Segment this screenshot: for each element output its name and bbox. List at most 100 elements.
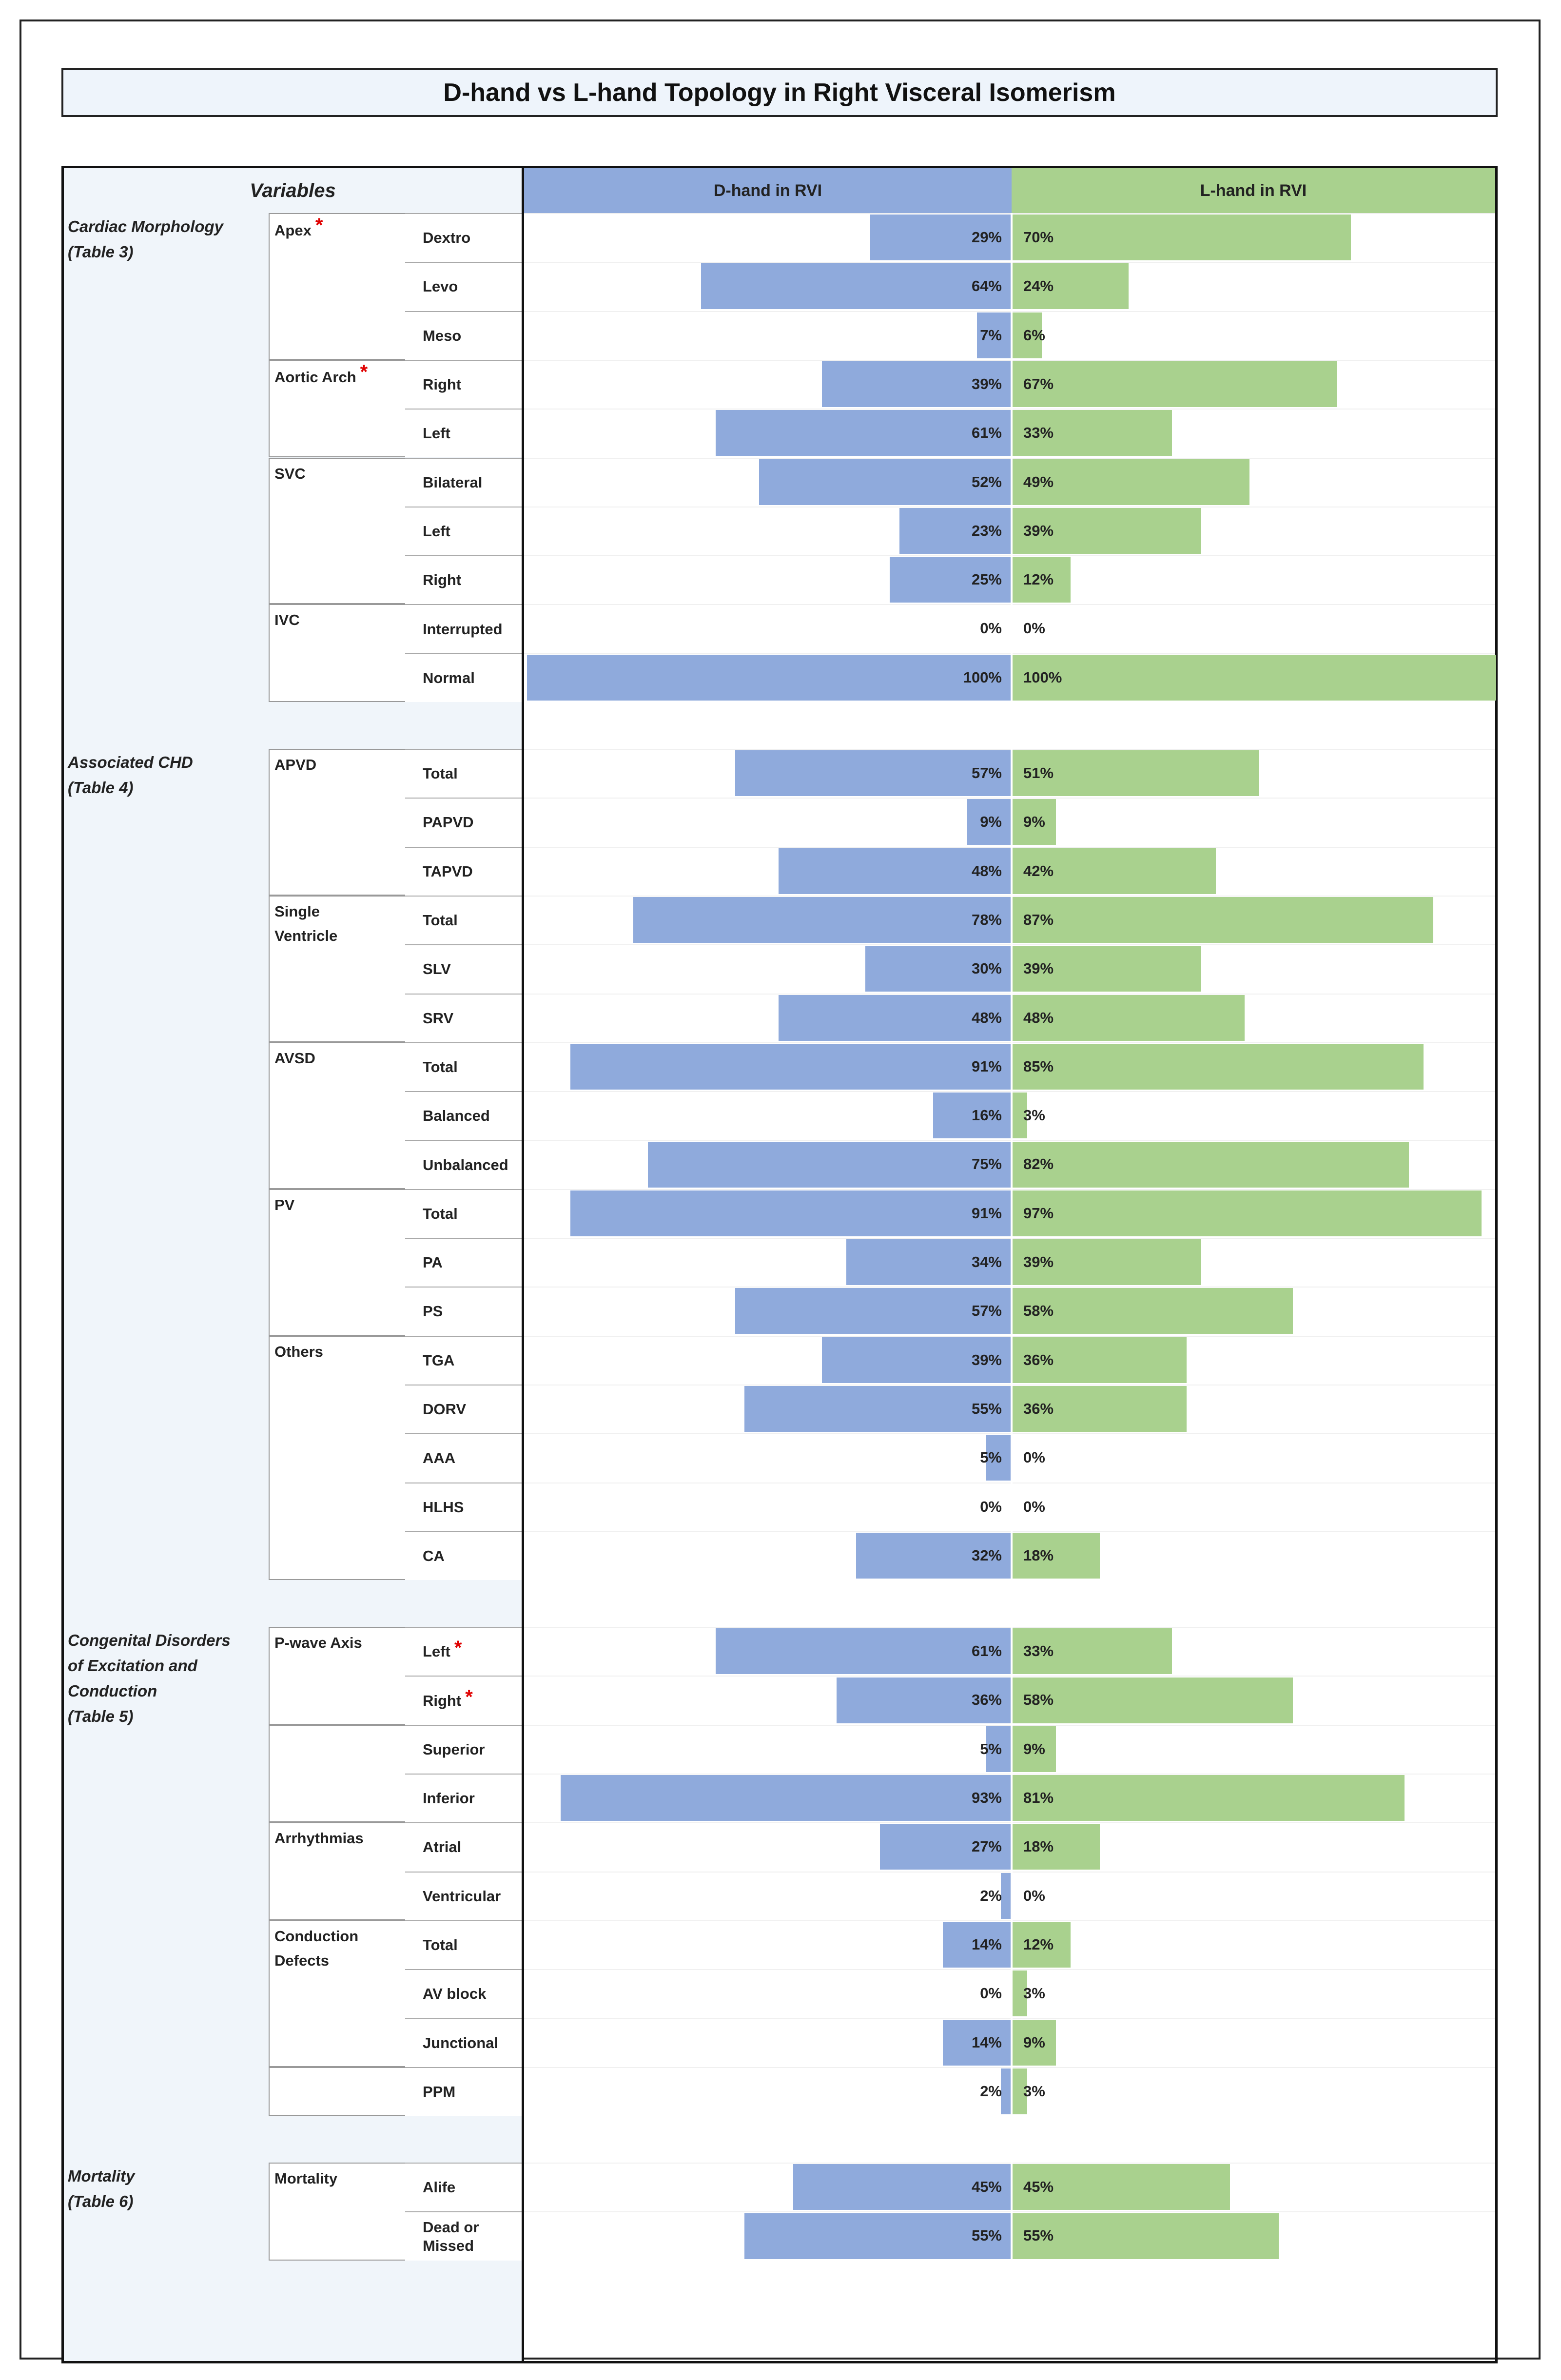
value-d-hand: 25% — [971, 571, 1002, 588]
value-d-hand: 2% — [980, 2082, 1002, 2100]
bar-l-hand — [1013, 654, 1496, 701]
bar-d-hand — [793, 2164, 1011, 2210]
item-label: Inferior — [405, 1774, 522, 1823]
value-l-hand: 55% — [1023, 2227, 1054, 2244]
row-divider — [524, 1676, 1495, 1677]
item-label-text: Left — [423, 425, 450, 442]
item-label-text: PS — [423, 1303, 443, 1320]
value-d-hand: 45% — [971, 2178, 1002, 2196]
value-l-hand: 33% — [1023, 424, 1054, 442]
bar-d-hand — [986, 1435, 1011, 1481]
group-label: IVC — [274, 611, 300, 629]
item-label-text: PAPVD — [423, 814, 474, 831]
value-l-hand: 97% — [1023, 1204, 1054, 1222]
bar-d-hand — [735, 1288, 1011, 1334]
bar-l-hand — [1013, 1775, 1405, 1821]
value-d-hand: 75% — [971, 1155, 1002, 1173]
item-label-text: Junctional — [423, 2034, 499, 2051]
value-d-hand: 0% — [980, 1498, 1002, 1515]
row-divider — [524, 1920, 1495, 1921]
row-divider — [524, 311, 1495, 312]
bar-d-hand — [976, 312, 1011, 358]
bar-d-hand — [880, 1824, 1011, 1870]
value-l-hand: 0% — [1023, 1498, 1045, 1515]
item-label: Total — [405, 1920, 522, 1970]
row-divider — [524, 798, 1495, 799]
bar-l-hand — [1013, 1288, 1293, 1334]
row-divider — [524, 1724, 1495, 1726]
row-divider — [524, 1774, 1495, 1775]
value-d-hand: 36% — [971, 1691, 1002, 1709]
item-label-text: Inferior — [423, 1790, 475, 1807]
value-d-hand: 5% — [980, 1449, 1002, 1466]
value-l-hand: 9% — [1023, 1740, 1045, 1757]
row-divider — [524, 944, 1495, 946]
group-label: Aortic Arch * — [274, 361, 368, 386]
item-label: Levo — [405, 262, 522, 311]
group-label: P-wave Axis — [274, 1634, 362, 1652]
item-label-text: Superior — [423, 1740, 485, 1758]
bar-l-hand — [1013, 995, 1245, 1041]
item-label: Atrial — [405, 1822, 522, 1872]
bar-d-hand — [890, 557, 1011, 603]
item-label-text: PA — [423, 1254, 443, 1271]
value-d-hand: 78% — [971, 911, 1002, 928]
value-l-hand: 82% — [1023, 1155, 1054, 1173]
bar-l-hand — [1013, 2019, 1056, 2066]
item-label-text: Unbalanced — [423, 1156, 508, 1173]
item-label-text: Atrial — [423, 1838, 462, 1856]
significance-star-icon: * — [454, 1637, 462, 1659]
value-l-hand: 58% — [1023, 1691, 1054, 1709]
title-box: D-hand vs L-hand Topology in Right Visce… — [61, 68, 1498, 117]
value-l-hand: 3% — [1023, 1985, 1045, 2002]
item-label: Right — [405, 555, 522, 605]
value-d-hand: 23% — [971, 522, 1002, 539]
value-l-hand: 18% — [1023, 1838, 1054, 1855]
value-d-hand: 93% — [971, 1789, 1002, 1806]
item-label-text: Left — [423, 1643, 450, 1660]
item-label: Alife — [405, 2163, 522, 2212]
bar-d-hand — [846, 1239, 1011, 1286]
item-label: Total — [405, 1189, 522, 1238]
bar-l-hand — [1013, 507, 1201, 554]
group-label: Apex * — [274, 215, 323, 239]
bar-d-hand — [967, 799, 1011, 845]
bar-l-hand — [1013, 1141, 1409, 1188]
bar-d-hand — [527, 654, 1011, 701]
bar-l-hand — [1013, 2164, 1230, 2210]
bar-d-hand — [701, 263, 1011, 310]
row-divider — [524, 1091, 1495, 1092]
item-label: HLHS — [405, 1482, 522, 1531]
value-l-hand: 39% — [1023, 522, 1054, 539]
bar-d-hand — [1001, 1873, 1011, 1919]
value-l-hand: 48% — [1023, 1009, 1054, 1026]
value-l-hand: 9% — [1023, 813, 1045, 831]
item-label: Unbalanced — [405, 1140, 522, 1189]
value-d-hand: 57% — [971, 764, 1002, 781]
bar-d-hand — [570, 1043, 1011, 1090]
item-label-text: Levo — [423, 278, 458, 295]
item-label: Dead or Missed — [405, 2211, 522, 2261]
bar-d-hand — [865, 946, 1011, 992]
item-label-text: TAPVD — [423, 862, 473, 880]
value-d-hand: 100% — [963, 668, 1002, 686]
bar-l-hand — [1013, 2068, 1027, 2114]
value-d-hand: 39% — [971, 1351, 1002, 1368]
bar-d-hand — [561, 1775, 1011, 1821]
bar-l-hand — [1013, 263, 1129, 310]
item-label: CA — [405, 1531, 522, 1580]
row-divider — [524, 1335, 1495, 1337]
bar-l-hand — [1013, 897, 1434, 943]
row-divider — [524, 359, 1495, 361]
item-label-text: Right — [423, 571, 462, 589]
row-divider — [524, 1433, 1495, 1435]
value-d-hand: 34% — [971, 1253, 1002, 1270]
value-l-hand: 58% — [1023, 1302, 1054, 1320]
row-divider — [524, 1969, 1495, 1970]
row-divider — [524, 262, 1495, 263]
item-label-text: Right — [423, 1692, 462, 1709]
value-l-hand: 81% — [1023, 1789, 1054, 1806]
value-d-hand: 14% — [971, 1935, 1002, 1953]
bar-d-hand — [715, 1628, 1011, 1675]
group-label: AVSD — [274, 1049, 315, 1067]
